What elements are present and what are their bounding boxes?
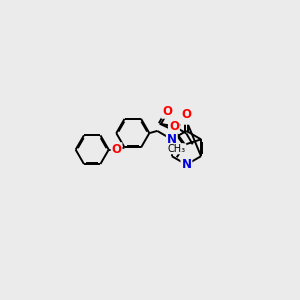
Text: O: O xyxy=(169,120,179,133)
Text: O: O xyxy=(182,108,191,121)
Text: S: S xyxy=(181,111,189,124)
Text: N: N xyxy=(182,158,191,171)
Text: O: O xyxy=(162,105,172,118)
Text: CH₃: CH₃ xyxy=(168,144,186,154)
Text: N: N xyxy=(167,133,177,146)
Text: O: O xyxy=(112,143,122,156)
